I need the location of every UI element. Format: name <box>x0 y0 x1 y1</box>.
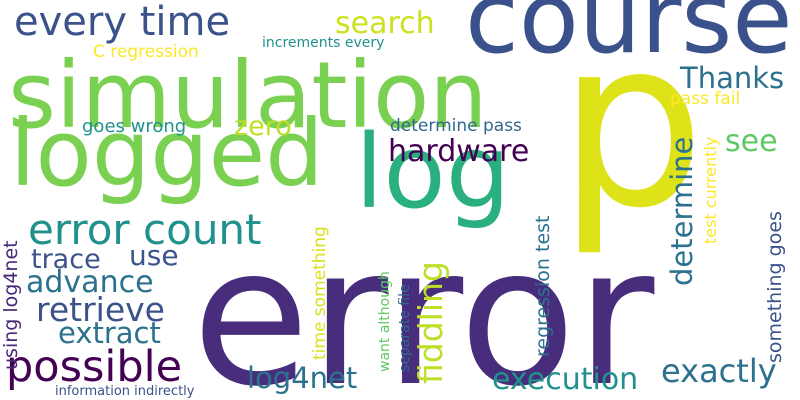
word-log4net: log4net <box>247 361 358 395</box>
word-zero: zero <box>234 111 292 142</box>
word-something-goes: something goes <box>764 211 786 363</box>
word-goes-wrong: goes wrong <box>82 116 187 137</box>
word-test-currently: test currently <box>701 136 720 244</box>
word-fiddling: fiddling <box>411 261 450 384</box>
word-every-time: every time <box>14 0 231 45</box>
word-determine-pass: determine pass <box>390 116 522 136</box>
word-time-something: time something <box>310 226 330 360</box>
word-log: log <box>355 113 511 232</box>
word-using-log4net: using log4net <box>0 240 22 370</box>
word-search: search <box>335 6 435 41</box>
word-want-although: want although <box>377 271 393 372</box>
word-see: see <box>725 124 778 159</box>
word-error-count: error count <box>28 205 262 254</box>
word-increments-every: increments every <box>262 35 385 51</box>
word-trace: trace <box>31 244 101 275</box>
word-information-indirectly: information indirectly <box>55 384 195 399</box>
word-retrieve: retrieve <box>36 290 165 329</box>
word-determine: determine <box>665 136 699 286</box>
word-simulation: simulation <box>8 42 488 149</box>
word-hardware: hardware <box>388 134 530 169</box>
word-use: use <box>129 239 179 272</box>
word-logged: logged <box>10 100 324 207</box>
word-regression-test: regression test <box>532 215 554 358</box>
word-exactly: exactly <box>661 352 777 390</box>
word-error: error <box>192 207 655 400</box>
word-course: course <box>465 0 793 76</box>
word-extract: extract <box>58 316 161 350</box>
word-c-regression: C regression <box>93 42 199 62</box>
word-execution: execution <box>492 362 639 397</box>
word-thanks: Thanks <box>680 61 785 95</box>
word-pass-fail: pass fail <box>670 89 741 109</box>
word-advance: advance <box>26 265 154 300</box>
word-separate-file: separate file <box>397 284 413 372</box>
word-possible: possible <box>6 342 183 392</box>
word-p: p <box>558 0 706 259</box>
